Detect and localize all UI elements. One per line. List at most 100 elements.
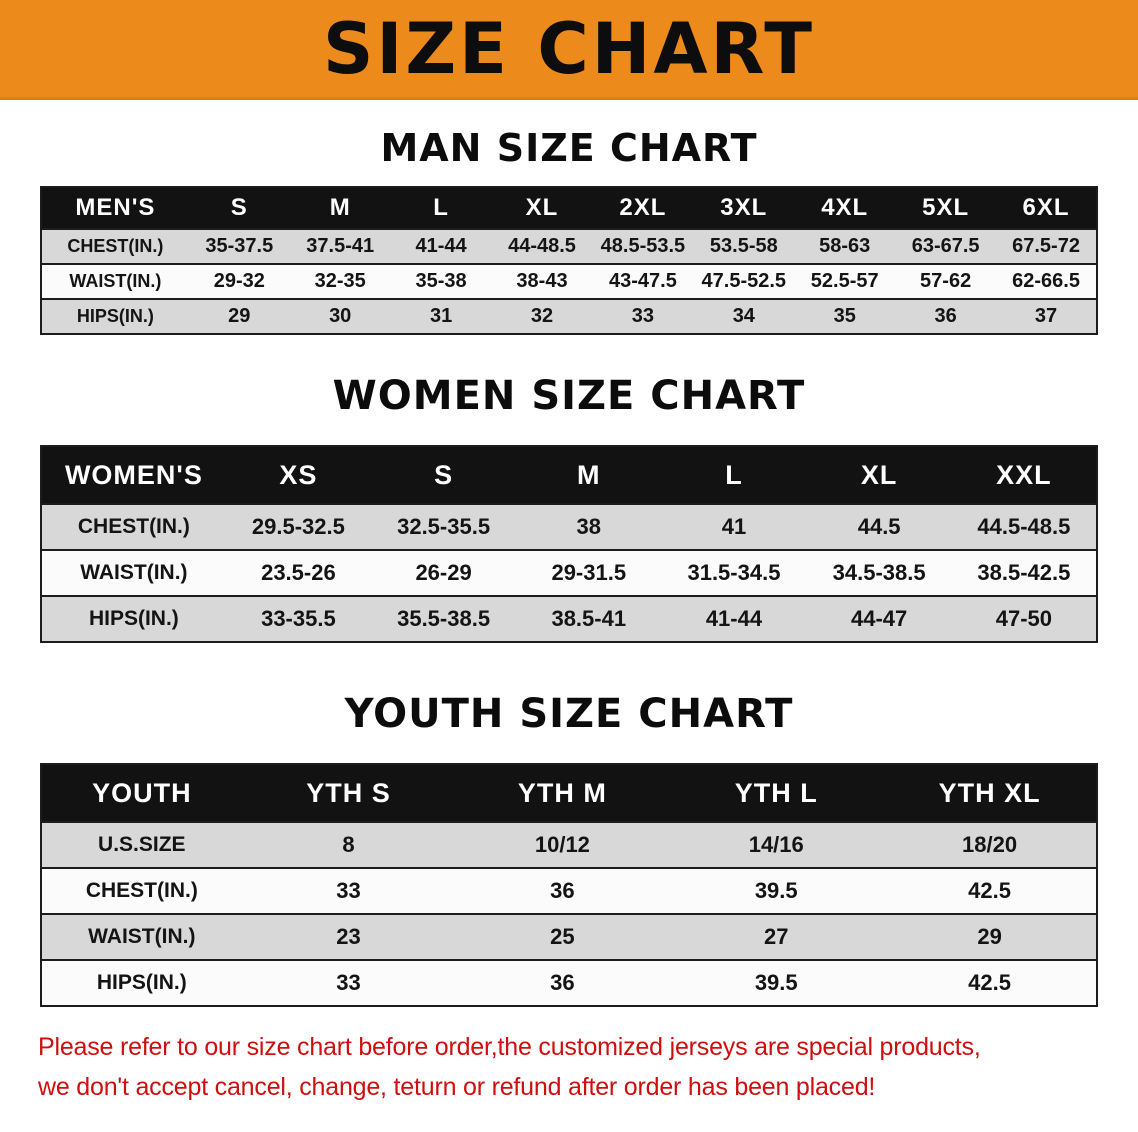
row-label: U.S.SIZE [41,821,242,869]
table-row: CHEST(IN.) 33 36 39.5 42.5 [41,867,1097,915]
table-cell: 47-50 [951,595,1097,643]
size-column-header: YTH M [455,763,670,823]
table-cell: 57-62 [895,263,997,300]
table-cell: 18/20 [883,821,1097,869]
table-cell: 36 [455,867,670,915]
table-cell: 41-44 [661,595,807,643]
table-cell: 58-63 [794,228,896,265]
table-row: WAIST(IN.) 23.5-26 26-29 29-31.5 31.5-34.5 34… [41,549,1097,597]
table-cell: 33 [241,959,456,1007]
table-cell: 34 [693,298,795,335]
table-cell: 29-31.5 [516,549,662,597]
size-column-header: XL [491,186,593,230]
table-cell: 23.5-26 [225,549,371,597]
table-cell: 29.5-32.5 [225,503,371,551]
table-cell: 31.5-34.5 [661,549,807,597]
table-header-label: MEN'S [41,186,189,230]
table-cell: 26-29 [370,549,517,597]
table-cell: 32.5-35.5 [370,503,517,551]
charts-area: MAN SIZE CHART MEN'S S M L XL 2XL 3XL 4XL 5XL 6XL… [0,126,1138,1007]
size-column-header: M [516,445,662,505]
size-column-header: 3XL [693,186,795,230]
notice-line-2: we don't accept cancel, change, teturn o… [38,1073,876,1101]
table-cell: 53.5-58 [693,228,795,265]
page-title: SIZE CHART [322,7,816,90]
size-column-header: 5XL [895,186,997,230]
size-column-header: S [370,445,517,505]
table-cell: 29 [883,913,1097,961]
table-header-label: WOMEN'S [41,445,226,505]
table-cell: 35.5-38.5 [370,595,517,643]
table-cell: 8 [241,821,456,869]
size-column-header: L [661,445,807,505]
section-title-men: MAN SIZE CHART [380,126,758,170]
table-row: HIPS(IN.) 33-35.5 35.5-38.5 38.5-41 41-44 44-… [41,595,1097,643]
size-column-header: S [188,186,290,230]
table-row: U.S.SIZE 8 10/12 14/16 18/20 [41,821,1097,869]
table-cell: 34.5-38.5 [806,549,952,597]
footer-notice: Please refer to our size chart before or… [38,1027,1100,1107]
table-cell: 33-35.5 [225,595,371,643]
women-size-chart-section: WOMEN SIZE CHART WOMEN'S XS S M L XL XXL CHEST(… [0,373,1138,643]
table-cell: 36 [455,959,670,1007]
table-cell: 39.5 [669,867,884,915]
table-cell: 27 [669,913,884,961]
banner: SIZE CHART [0,0,1138,100]
women-size-table-container: WOMEN'S XS S M L XL XXL CHEST(IN.) 29.5-32.5 32.5… [0,445,1138,643]
table-cell: 25 [455,913,670,961]
table-cell: 44-47 [806,595,952,643]
table-row: WAIST(IN.) 23 25 27 29 [41,913,1097,961]
table-cell: 29-32 [188,263,290,300]
table-cell: 42.5 [883,959,1097,1007]
table-cell: 10/12 [455,821,670,869]
table-cell: 14/16 [669,821,884,869]
size-column-header: 4XL [794,186,896,230]
table-cell: 62-66.5 [996,263,1097,300]
table-cell: 47.5-52.5 [693,263,795,300]
table-row: WAIST(IN.) 29-32 32-35 35-38 38-43 43-47.5 47.… [41,263,1097,300]
youth-size-chart-section: YOUTH SIZE CHART YOUTH YTH S YTH M YTH L YTH… [0,691,1138,1007]
row-label: CHEST(IN.) [41,503,226,551]
size-column-header: 6XL [996,186,1097,230]
table-cell: 35-38 [390,263,492,300]
table-cell: 44.5-48.5 [951,503,1097,551]
size-column-header: YTH L [669,763,884,823]
size-column-header: L [390,186,492,230]
section-title-women: WOMEN SIZE CHART [332,373,806,419]
table-cell: 48.5-53.5 [592,228,694,265]
row-label: WAIST(IN.) [41,913,242,961]
table-cell: 32-35 [289,263,391,300]
table-row: HIPS(IN.) 33 36 39.5 42.5 [41,959,1097,1007]
man-size-chart-section: MAN SIZE CHART MEN'S S M L XL 2XL 3XL 4XL 5XL 6XL… [0,126,1138,335]
table-cell: 44-48.5 [491,228,593,265]
table-cell: 67.5-72 [996,228,1097,265]
table-header-row: WOMEN'S XS S M L XL XXL [41,445,1097,505]
size-column-header: XL [806,445,952,505]
table-row: HIPS(IN.) 29 30 31 32 33 34 35 36 37 [41,298,1097,335]
row-label: CHEST(IN.) [41,228,189,265]
size-column-header: XXL [951,445,1097,505]
table-cell: 38.5-42.5 [951,549,1097,597]
row-label: HIPS(IN.) [41,959,242,1007]
table-cell: 39.5 [669,959,884,1007]
table-cell: 37.5-41 [289,228,391,265]
row-label: HIPS(IN.) [41,595,226,643]
table-header-row: YOUTH YTH S YTH M YTH L YTH XL [41,763,1097,823]
table-cell: 32 [491,298,593,335]
table-cell: 33 [592,298,694,335]
table-cell: 35-37.5 [188,228,290,265]
size-column-header: XS [225,445,371,505]
table-cell: 37 [996,298,1097,335]
row-label: HIPS(IN.) [41,298,189,335]
row-label: WAIST(IN.) [41,549,226,597]
size-table: WOMEN'S XS S M L XL XXL CHEST(IN.) 29.5-32.5 32.5… [40,445,1098,643]
table-cell: 31 [390,298,492,335]
table-cell: 38.5-41 [516,595,662,643]
table-row: CHEST(IN.) 29.5-32.5 32.5-35.5 38 41 44.5 44.5… [41,503,1097,551]
table-cell: 38-43 [491,263,593,300]
table-cell: 41-44 [390,228,492,265]
table-cell: 38 [516,503,662,551]
size-table: MEN'S S M L XL 2XL 3XL 4XL 5XL 6XL CHEST(IN.) 35-37… [40,186,1098,335]
table-cell: 29 [188,298,290,335]
